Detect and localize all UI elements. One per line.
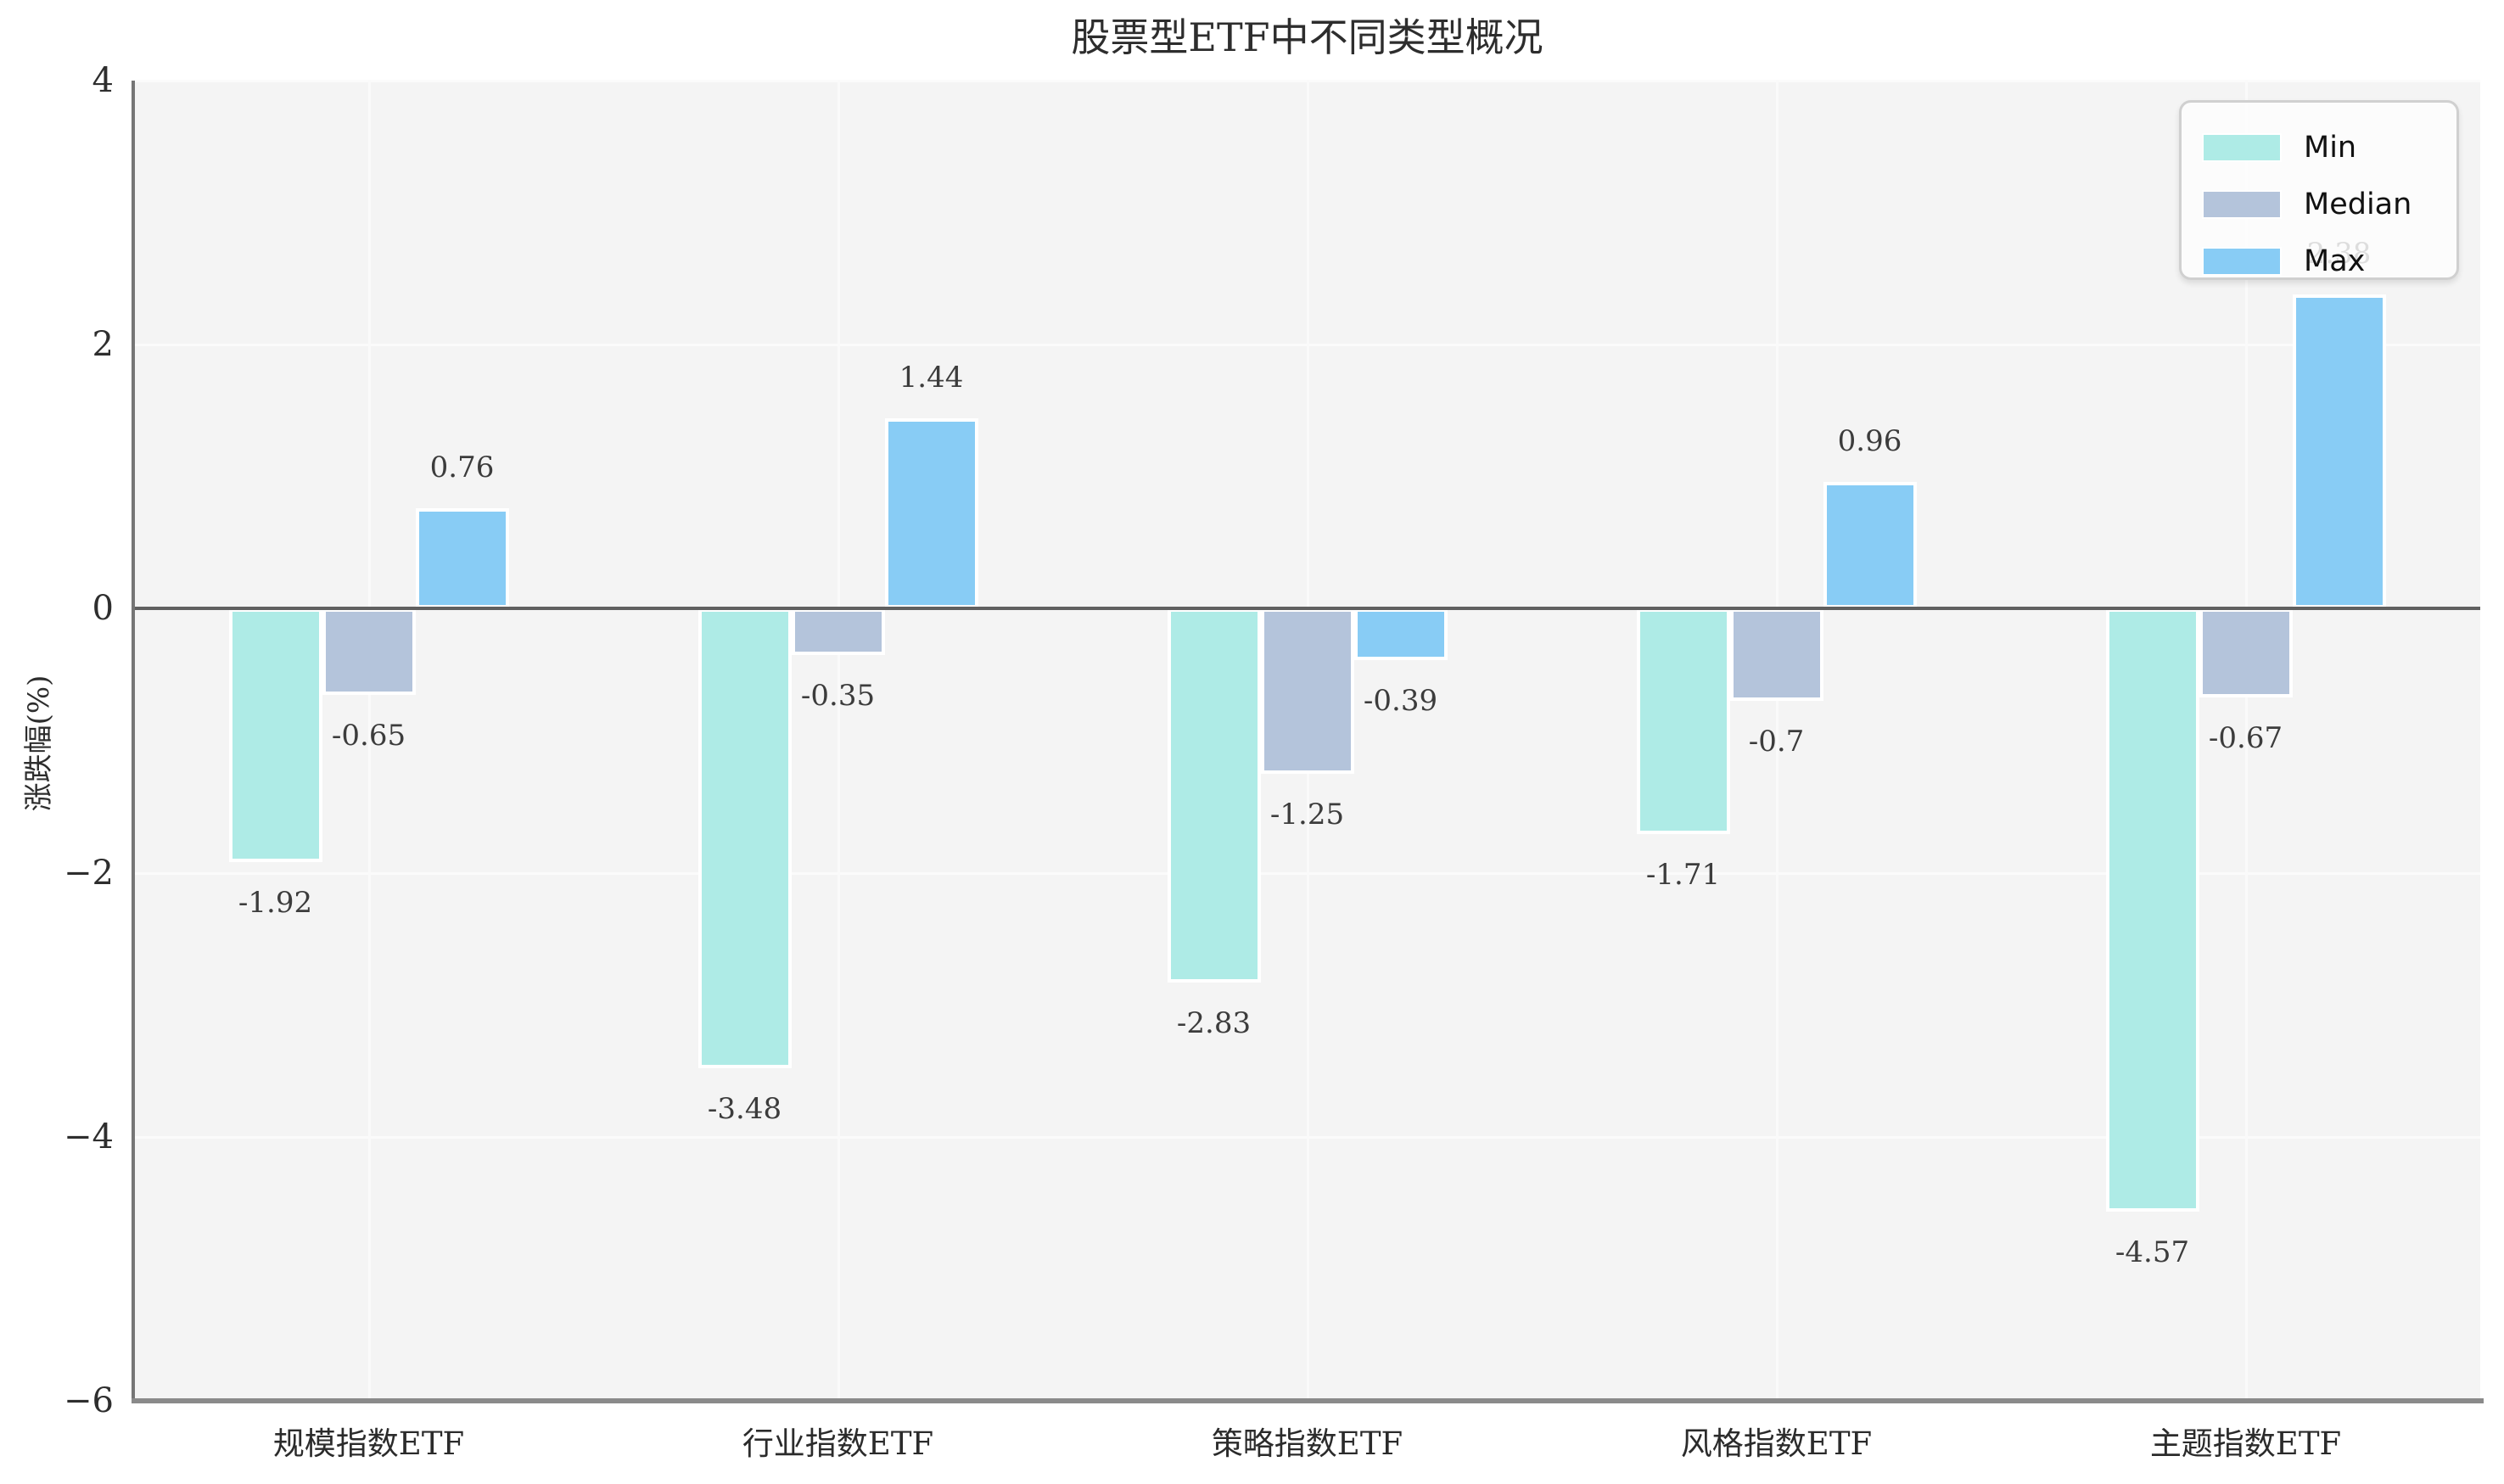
legend-row-max: Max [2182,232,2456,289]
x-tick-label-1: 行业指数ETF [742,1425,934,1462]
bar-min-1 [697,608,792,1068]
x-tick-label-3: 风格指数ETF [1680,1425,1873,1462]
value-label-min-2: -2.83 [1176,1005,1252,1040]
value-label-min-3: -1.71 [1645,858,1721,893]
bar-max-1 [884,418,978,609]
value-label-median-2: -1.25 [1269,797,1345,832]
value-label-max-2: -0.39 [1363,684,1438,719]
legend-swatch-min [2202,132,2282,162]
bar-min-2 [1167,608,1261,983]
legend-label-min: Min [2304,130,2357,165]
value-label-max-3: 0.96 [1837,424,1902,459]
bar-median-1 [791,608,885,655]
bar-max-0 [415,508,509,609]
value-label-max-0: 0.76 [429,451,495,485]
y-tick-label: −2 [64,853,114,893]
value-label-min-0: -1.92 [238,886,313,921]
chart-title: 股票型ETF中不同类型概况 [1071,14,1543,60]
legend-row-median: Median [2182,176,2456,232]
y-tick-label: 2 [92,325,114,365]
y-axis-label: 涨跌幅(%) [22,675,56,812]
value-label-median-4: -0.67 [2208,720,2283,755]
zero-line [134,607,2480,611]
bar-max-3 [1823,482,1917,609]
bar-min-4 [2105,608,2199,1212]
value-label-median-1: -0.35 [800,678,876,713]
bar-median-0 [322,608,416,695]
legend-label-median: Median [2304,187,2412,221]
y-tick-label: −6 [64,1381,114,1420]
y-tick-label: 4 [92,61,114,100]
bar-median-3 [1729,608,1823,702]
y-axis-spine [132,81,135,1401]
value-label-median-0: -0.65 [331,718,406,753]
v-gridline [1775,81,1779,1401]
legend-row-min: Min [2182,119,2456,176]
value-label-min-1: -3.48 [707,1091,782,1126]
legend-swatch-max [2202,246,2282,276]
legend-label-max: Max [2304,244,2366,278]
legend-swatch-median [2202,189,2282,219]
x-tick-label-2: 策略指数ETF [1211,1425,1403,1462]
bar-min-3 [1636,608,1730,835]
value-label-min-4: -4.57 [2115,1235,2190,1270]
value-label-max-1: 1.44 [899,361,964,395]
x-tick-label-4: 主题指数ETF [2149,1425,2342,1462]
value-label-median-3: -0.7 [1748,725,1805,759]
bar-median-2 [1260,608,1354,774]
bar-max-4 [2292,294,2386,609]
v-gridline [837,81,840,1401]
bar-max-2 [1353,608,1448,661]
x-tick-label-0: 规模指数ETF [272,1425,465,1462]
y-tick-label: 0 [92,589,114,629]
bar-median-4 [2199,608,2293,697]
v-gridline [367,81,371,1401]
x-axis-spine [132,1398,2484,1403]
v-gridline [2244,81,2248,1401]
plot-area: -1.92 -3.48 -2.83 -1.71 -4.57 -0.65 -0.35 -1.25… [134,80,2480,1403]
y-tick-label: −4 [64,1117,114,1156]
bar-min-0 [228,608,322,863]
legend: Min Median Max [2179,100,2459,280]
